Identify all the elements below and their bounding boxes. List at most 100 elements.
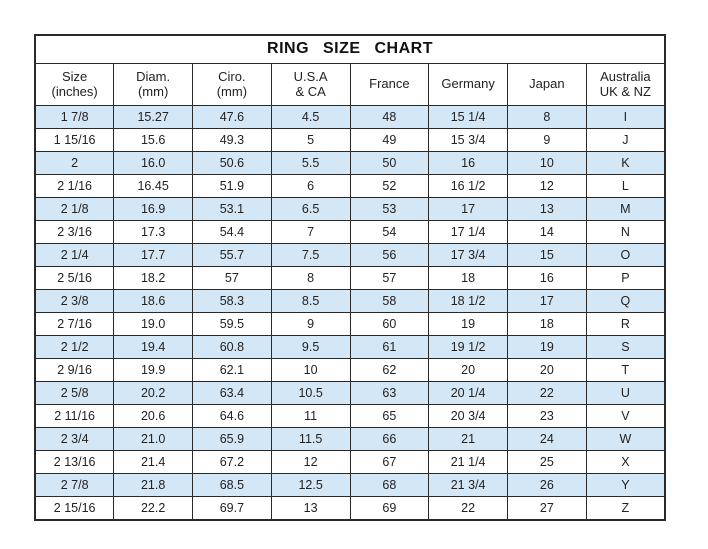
- table-cell: 20.6: [113, 404, 193, 428]
- column-header-size-inches: Size (inches): [34, 63, 115, 106]
- table-cell: 68.5: [192, 473, 272, 497]
- table-cell: 20: [428, 358, 508, 382]
- table-cell: Y: [585, 473, 666, 497]
- table-row: 2 1/2 19.4 60.8 9.5 61 19 1/2 19 S: [34, 335, 666, 359]
- table-cell: 57: [192, 266, 272, 290]
- table-cell: 16 1/2: [428, 174, 508, 198]
- chart-title: RING SIZE CHART: [34, 34, 666, 64]
- table-cell: 50.6: [192, 151, 272, 175]
- table-cell: 21: [428, 427, 508, 451]
- column-header-france: France: [349, 63, 430, 106]
- table-cell: 18.6: [113, 289, 193, 313]
- table-cell: 18: [428, 266, 508, 290]
- table-cell: 2 1/4: [34, 243, 115, 267]
- table-cell: 1 15/16: [34, 128, 115, 152]
- table-row: 2 7/16 19.0 59.5 9 60 19 18 R: [34, 312, 666, 336]
- table-cell: 20: [507, 358, 587, 382]
- table-cell: 18: [507, 312, 587, 336]
- table-row: 2 1/16 16.45 51.9 6 52 16 1/2 12 L: [34, 174, 666, 198]
- table-cell: 20 3/4: [428, 404, 508, 428]
- table-cell: 53.1: [192, 197, 272, 221]
- table-cell: 19: [428, 312, 508, 336]
- table-cell: 17: [428, 197, 508, 221]
- table-cell: 2 1/2: [34, 335, 115, 359]
- table-cell: 58.3: [192, 289, 272, 313]
- column-header-label: U.S.A: [293, 68, 328, 84]
- table-cell: 55.7: [192, 243, 272, 267]
- table-cell: 19.4: [113, 335, 193, 359]
- table-cell: 49: [349, 128, 430, 152]
- table-cell: 2 9/16: [34, 358, 115, 382]
- table-cell: 12.5: [270, 473, 351, 497]
- table-cell: Z: [585, 496, 666, 521]
- table-cell: 21 1/4: [428, 450, 508, 474]
- table-cell: 17 1/4: [428, 220, 508, 244]
- column-header-sublabel: & CA: [295, 83, 326, 99]
- column-header-germany: Germany: [428, 63, 508, 106]
- table-cell: 15 1/4: [428, 105, 508, 129]
- table-cell: 2 1/8: [34, 197, 115, 221]
- table-cell: 18.2: [113, 266, 193, 290]
- table-cell: 8: [270, 266, 351, 290]
- table-cell: 19: [507, 335, 587, 359]
- table-row: 1 7/8 15.27 47.6 4.5 48 15 1/4 8 I: [34, 105, 666, 129]
- table-cell: 63: [349, 381, 430, 405]
- table-cell: 9: [270, 312, 351, 336]
- table-cell: U: [585, 381, 666, 405]
- table-row: 1 15/16 15.6 49.3 5 49 15 3/4 9 J: [34, 128, 666, 152]
- table-row: 2 1/8 16.9 53.1 6.5 53 17 13 M: [34, 197, 666, 221]
- table-cell: 2 11/16: [34, 404, 115, 428]
- table-cell: 11: [270, 404, 351, 428]
- table-cell: W: [585, 427, 666, 451]
- column-header-usa-ca: U.S.A & CA: [270, 63, 351, 106]
- table-cell: 16: [428, 151, 508, 175]
- table-cell: 67.2: [192, 450, 272, 474]
- column-header-sublabel: (inches): [51, 83, 98, 99]
- column-header-label: Size: [61, 68, 88, 84]
- table-cell: 6: [270, 174, 351, 198]
- table-cell: 12: [507, 174, 587, 198]
- table-cell: 54: [349, 220, 430, 244]
- column-header-ciro-mm: Ciro. (mm): [192, 63, 272, 106]
- table-cell: 10.5: [270, 381, 351, 405]
- table-cell: 22: [507, 381, 587, 405]
- table-cell: 47.6: [192, 105, 272, 129]
- table-cell: 2 5/16: [34, 266, 115, 290]
- table-cell: L: [585, 174, 666, 198]
- table-cell: 11.5: [270, 427, 351, 451]
- table-cell: 17: [507, 289, 587, 313]
- table-cell: 54.4: [192, 220, 272, 244]
- column-header-diam-mm: Diam. (mm): [113, 63, 193, 106]
- table-cell: 2 5/8: [34, 381, 115, 405]
- column-header-label: Japan: [529, 76, 565, 92]
- table-cell: 61: [349, 335, 430, 359]
- table-cell: N: [585, 220, 666, 244]
- table-cell: 53: [349, 197, 430, 221]
- table-cell: 15.6: [113, 128, 193, 152]
- table-cell: 19.9: [113, 358, 193, 382]
- table-cell: O: [585, 243, 666, 267]
- table-cell: 63.4: [192, 381, 272, 405]
- column-header-label: Ciro.: [218, 68, 246, 84]
- table-cell: 69.7: [192, 496, 272, 521]
- table-cell: 59.5: [192, 312, 272, 336]
- table-cell: 65.9: [192, 427, 272, 451]
- table-cell: 2 7/8: [34, 473, 115, 497]
- table-cell: 24: [507, 427, 587, 451]
- table-cell: 2 7/16: [34, 312, 115, 336]
- table-cell: 21.4: [113, 450, 193, 474]
- table-row: 2 7/8 21.8 68.5 12.5 68 21 3/4 26 Y: [34, 473, 666, 497]
- table-cell: 15 3/4: [428, 128, 508, 152]
- table-cell: 21.0: [113, 427, 193, 451]
- table-cell: 21 3/4: [428, 473, 508, 497]
- table-cell: 68: [349, 473, 430, 497]
- table-cell: 17 3/4: [428, 243, 508, 267]
- column-header-japan: Japan: [507, 63, 587, 106]
- table-body: 1 7/8 15.27 47.6 4.5 48 15 1/4 8 I 1 15/16 15.6 49…: [34, 105, 666, 521]
- table-cell: 58: [349, 289, 430, 313]
- table-row: 2 16.0 50.6 5.5 50 16 10 K: [34, 151, 666, 175]
- table-cell: 22.2: [113, 496, 193, 521]
- table-cell: 7.5: [270, 243, 351, 267]
- table-cell: 12: [270, 450, 351, 474]
- table-row: 2 13/16 21.4 67.2 12 67 21 1/4 25 X: [34, 450, 666, 474]
